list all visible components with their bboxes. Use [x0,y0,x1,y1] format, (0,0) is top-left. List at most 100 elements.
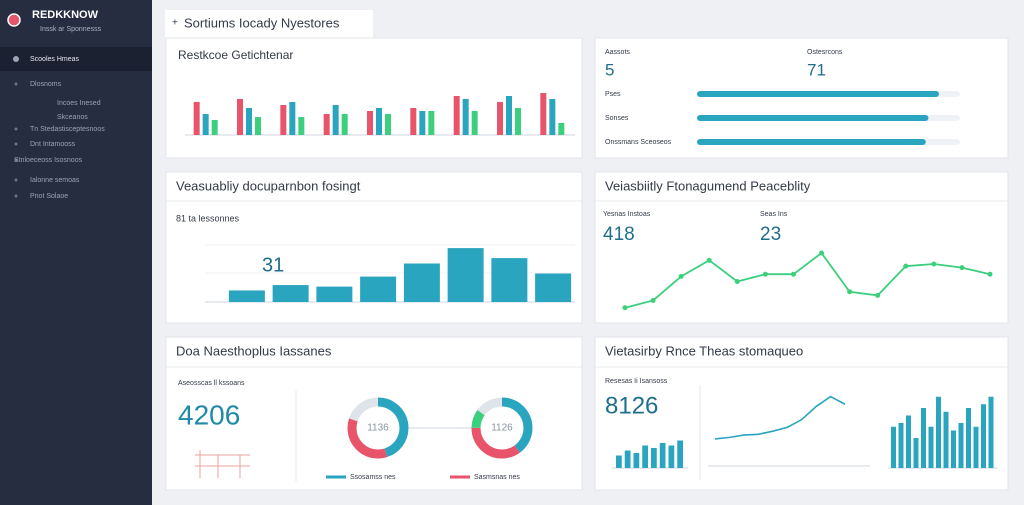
nav-item: Pnot Solaoe [30,193,68,200]
bar [891,426,896,468]
bar [332,105,339,135]
bar [535,273,572,302]
kpi-value: 23 [760,224,781,245]
bar [936,396,941,468]
bar [471,111,478,135]
panel-title: Vietasirby Rnce Theas stomaqueo [605,343,803,358]
legend-label: Sasmsnas nes [474,474,520,481]
donut-segment [471,397,533,459]
bar [981,404,986,468]
point [650,297,656,303]
bar [898,423,904,468]
point [903,263,909,269]
point [706,257,712,263]
bar [376,108,382,135]
panel-subtitle: 81 ta lessonnes [176,213,240,223]
bar [506,96,512,135]
panel-title: Restkcoe Getichtenar [178,48,293,62]
bar [616,455,622,468]
nav-dot [14,127,18,131]
kpi-value: 4206 [178,399,240,430]
bar [323,114,330,135]
bar [677,440,683,468]
donut-segment [347,397,409,459]
nav-item: Skceanos [57,114,88,121]
panel-title: Doa Naesthoplus Iassanes [176,343,332,358]
bar [624,450,631,468]
bar [928,426,934,468]
kpi-label: Yesnas Instoas [603,211,651,218]
panel-title: Veiasbiitly Ftonagumend Peaceblity [605,178,811,193]
bar [211,120,218,135]
card [594,171,1009,324]
nav-item: Incoes Inesed [57,100,101,107]
donut-center: 1136 [367,423,389,434]
kpi-label: Resesas Ii Isansoss [605,378,668,385]
active-item-band [0,47,152,71]
donut-segment [471,397,533,459]
bar [428,111,435,135]
header-tab [165,10,373,38]
row-label: Sonses [605,115,629,122]
bar [642,445,648,468]
kpi-value: 31 [262,254,284,276]
bar [973,426,979,468]
bar [906,415,911,468]
point [678,273,684,279]
bar [943,411,949,468]
bar [558,123,565,135]
point [875,292,881,298]
bar [280,105,287,135]
panel-title: Veasuabliy docuparnbon fosingt [176,178,361,193]
point [847,289,853,295]
point [931,261,937,267]
logo [7,13,21,27]
bar [246,108,252,135]
bar [549,99,556,135]
bar [951,430,956,468]
kpi-label: Ostesrcons [807,49,843,56]
card [165,37,583,159]
bar [515,108,521,135]
bar [958,423,964,468]
kpi-label: Aassots [605,49,630,56]
point [987,271,993,277]
nav-item: Dlosnoms [30,81,62,88]
nav-dot [14,158,18,162]
nav-item: Ialonne semoas [30,177,80,184]
point [734,279,740,284]
row-label: Pses [605,91,621,98]
kpi-label: Aseosscas ll kssoans [178,380,245,387]
header-icon: + [172,18,178,29]
nav-item: Dnt Intamooss [30,141,76,148]
point [762,271,768,277]
kpi-label: Seas Ins [760,211,788,218]
kpi-value: 5 [605,60,614,79]
bar [298,117,305,135]
nav-item: Stnloeceoss Isosnoos [14,157,83,164]
card [594,37,1009,159]
bar [651,448,657,468]
bar [633,453,640,468]
trend-line [624,251,991,309]
point [622,305,628,311]
donut-center: 1126 [491,423,513,434]
bar [255,117,261,135]
point [959,265,965,271]
bar [410,108,417,135]
bar [385,114,391,135]
bar [913,438,919,468]
nav-dot [14,194,18,198]
header-title: Sortiums Iocady Nyestores [184,15,340,30]
brand: REDKKNOW [32,9,99,21]
progress-bar [697,115,929,121]
sidebar [0,0,152,505]
bar [540,93,547,135]
bar [921,408,926,468]
bar [237,99,243,135]
bar [491,258,528,302]
point [790,271,796,277]
progress-bar [697,91,939,97]
row-label: Onssmans Sceoseos [605,139,672,146]
